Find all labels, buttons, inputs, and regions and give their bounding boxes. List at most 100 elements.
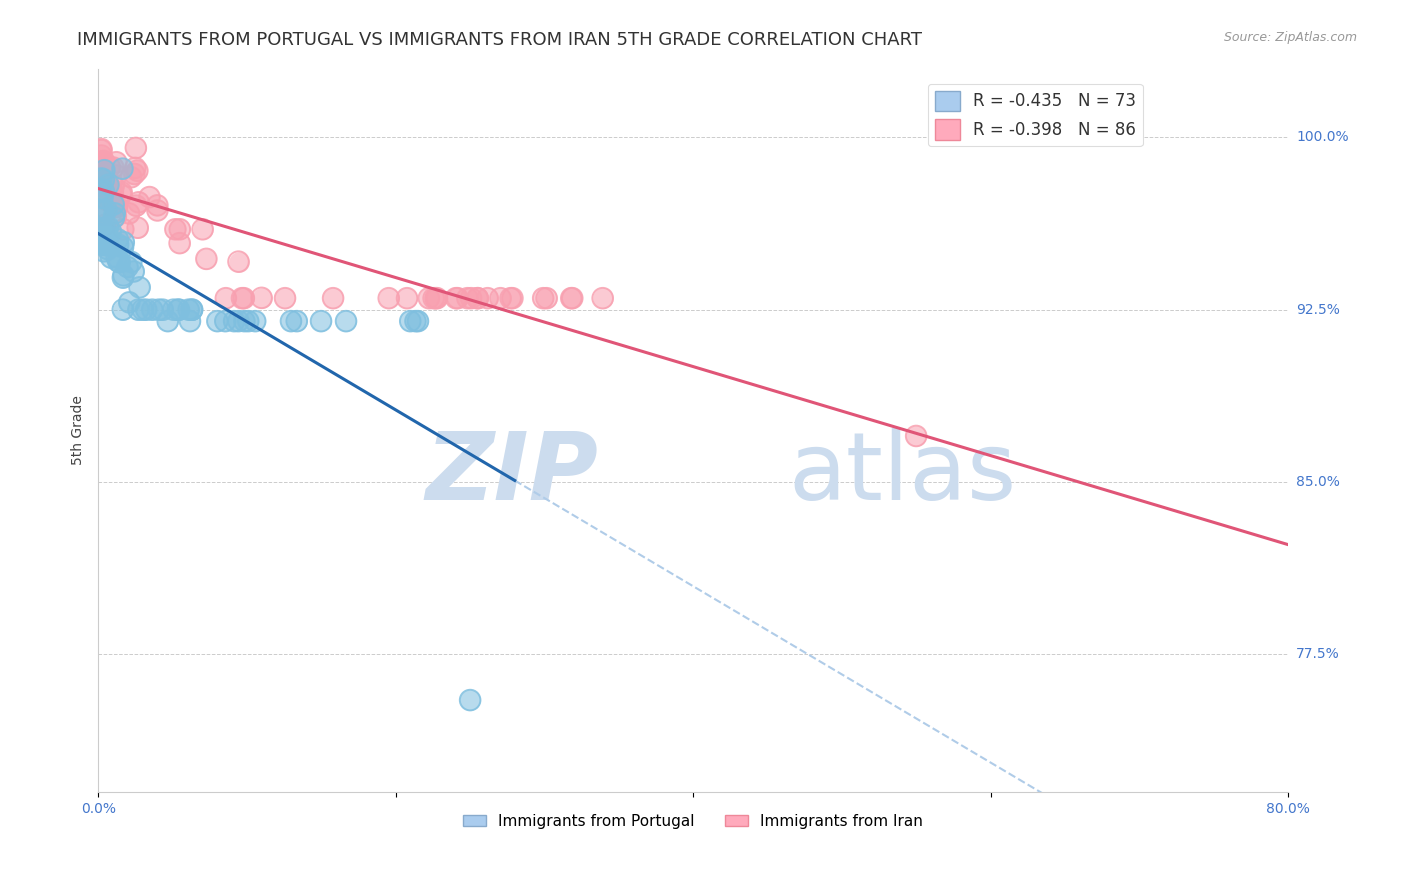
Point — [93, 158, 115, 172]
Point — [169, 222, 191, 236]
Text: 92.5%: 92.5% — [1296, 302, 1340, 317]
Point — [97, 229, 120, 244]
Point — [467, 291, 489, 305]
Point — [335, 314, 357, 328]
Point — [90, 157, 112, 171]
Point — [152, 302, 174, 317]
Point — [91, 155, 114, 169]
Point — [165, 222, 187, 236]
Point — [418, 291, 440, 305]
Text: 77.5%: 77.5% — [1296, 648, 1340, 661]
Point — [120, 255, 142, 269]
Point — [112, 222, 135, 236]
Point — [90, 177, 112, 191]
Point — [90, 157, 112, 171]
Point — [146, 203, 169, 218]
Point — [274, 291, 297, 305]
Point — [117, 260, 139, 274]
Point — [162, 302, 184, 317]
Point — [905, 429, 928, 443]
Point — [90, 178, 112, 193]
Point — [250, 291, 273, 305]
Point — [426, 291, 449, 305]
Point — [94, 218, 117, 232]
Point — [110, 187, 132, 202]
Point — [245, 314, 267, 328]
Point — [592, 291, 614, 305]
Point — [180, 302, 202, 317]
Point — [127, 302, 149, 317]
Point — [111, 161, 134, 176]
Point — [322, 291, 344, 305]
Point — [228, 314, 250, 328]
Point — [90, 182, 112, 196]
Point — [477, 291, 499, 305]
Point — [93, 172, 115, 186]
Point — [124, 161, 146, 175]
Point — [467, 291, 489, 305]
Point — [406, 314, 429, 328]
Point — [177, 302, 200, 317]
Point — [118, 206, 141, 220]
Point — [238, 314, 260, 328]
Point — [94, 178, 117, 192]
Point — [285, 314, 308, 328]
Point — [91, 191, 114, 205]
Point — [97, 178, 120, 192]
Point — [125, 141, 148, 155]
Point — [107, 237, 129, 252]
Point — [90, 235, 112, 250]
Point — [501, 291, 523, 305]
Point — [156, 314, 179, 328]
Point — [127, 163, 149, 178]
Point — [108, 255, 131, 269]
Point — [124, 167, 146, 181]
Point — [122, 264, 145, 278]
Point — [536, 291, 558, 305]
Point — [94, 178, 117, 192]
Point — [167, 302, 190, 317]
Point — [94, 218, 117, 232]
Point — [418, 291, 440, 305]
Point — [110, 185, 132, 199]
Point — [250, 291, 273, 305]
Point — [90, 237, 112, 252]
Point — [425, 291, 447, 305]
Point — [105, 155, 128, 169]
Point — [90, 148, 112, 162]
Point — [120, 170, 142, 185]
Point — [90, 237, 112, 252]
Point — [228, 314, 250, 328]
Point — [111, 161, 134, 176]
Point — [148, 302, 170, 317]
Point — [103, 161, 125, 175]
Point — [90, 142, 112, 156]
Point — [104, 206, 127, 220]
Point — [112, 268, 135, 283]
Text: atlas: atlas — [789, 427, 1017, 520]
Point — [122, 264, 145, 278]
Point — [93, 172, 115, 186]
Point — [422, 291, 444, 305]
Point — [90, 177, 112, 191]
Point — [104, 209, 127, 223]
Point — [280, 314, 302, 328]
Point — [105, 251, 128, 265]
Point — [167, 302, 190, 317]
Point — [152, 302, 174, 317]
Point — [93, 208, 115, 222]
Point — [104, 198, 127, 212]
Point — [228, 254, 250, 268]
Point — [233, 314, 256, 328]
Point — [138, 190, 160, 204]
Point — [93, 180, 115, 194]
Point — [127, 163, 149, 178]
Point — [105, 200, 128, 214]
Y-axis label: 5th Grade: 5th Grade — [72, 395, 86, 465]
Point — [128, 280, 150, 294]
Point — [280, 314, 302, 328]
Point — [94, 223, 117, 237]
Point — [90, 144, 112, 158]
Point — [90, 163, 112, 178]
Point — [456, 291, 478, 305]
